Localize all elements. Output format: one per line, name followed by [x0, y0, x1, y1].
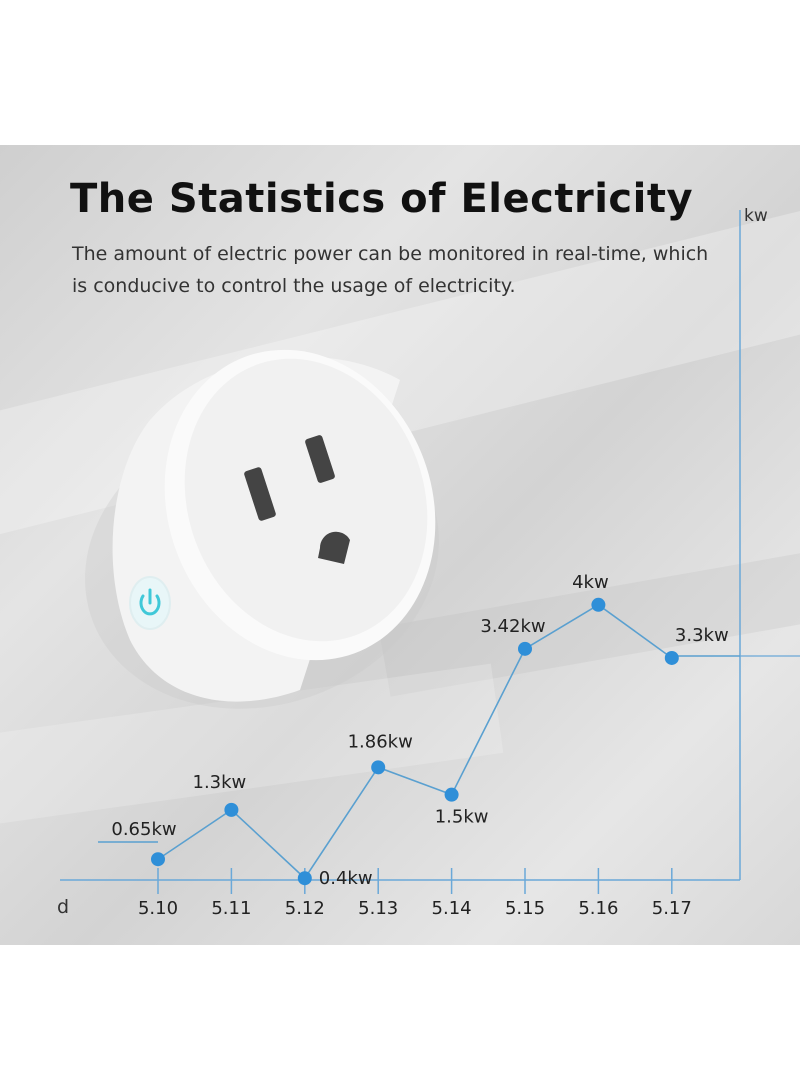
x-tick-label: 5.16 — [578, 898, 618, 919]
smart-plug-icon — [85, 349, 439, 709]
power-icon[interactable] — [129, 576, 171, 630]
data-label: 1.5kw — [435, 807, 489, 828]
data-point — [297, 871, 312, 886]
series-line — [157, 603, 673, 880]
page-subtitle: The amount of electric power can be moni… — [72, 243, 709, 297]
x-tick-label: 5.15 — [505, 898, 545, 919]
data-labels: 0.65kw 1.3kw 0.4kw 1.86kw 1.5kw 3.42kw 4kw 3.3k… — [111, 572, 728, 889]
page-title: The Statistics of Electricity — [70, 176, 694, 222]
x-axis-ticks — [157, 868, 673, 894]
data-label: 3.42kw — [480, 616, 545, 637]
data-label: 3.3kw — [675, 625, 729, 646]
data-label: 4kw — [572, 572, 609, 593]
x-tick-label: 5.12 — [285, 898, 325, 919]
outlet-face-icon — [244, 435, 350, 564]
x-tick-label: 5.10 — [138, 898, 178, 919]
data-point — [444, 787, 459, 802]
data-label: 0.65kw — [111, 819, 176, 840]
data-point — [151, 852, 165, 867]
x-tick-label: 5.14 — [432, 898, 472, 919]
x-axis-label: d — [57, 896, 70, 918]
x-tick-label: 5.17 — [652, 898, 692, 919]
data-point — [591, 597, 606, 612]
data-label: 1.86kw — [348, 731, 413, 752]
y-axis-label: kw — [744, 206, 768, 226]
x-tick-label: 5.13 — [358, 898, 398, 919]
data-point — [518, 641, 532, 656]
data-point — [224, 802, 239, 817]
data-label: 0.4kw — [319, 868, 373, 889]
x-axis-tick-labels: 5.10 5.11 5.12 5.13 5.14 5.15 5.16 5.17 — [138, 898, 692, 919]
x-tick-label: 5.11 — [211, 898, 251, 919]
data-points — [151, 597, 679, 886]
data-point — [664, 650, 679, 665]
data-point — [371, 760, 386, 775]
data-label: 1.3kw — [193, 772, 247, 793]
